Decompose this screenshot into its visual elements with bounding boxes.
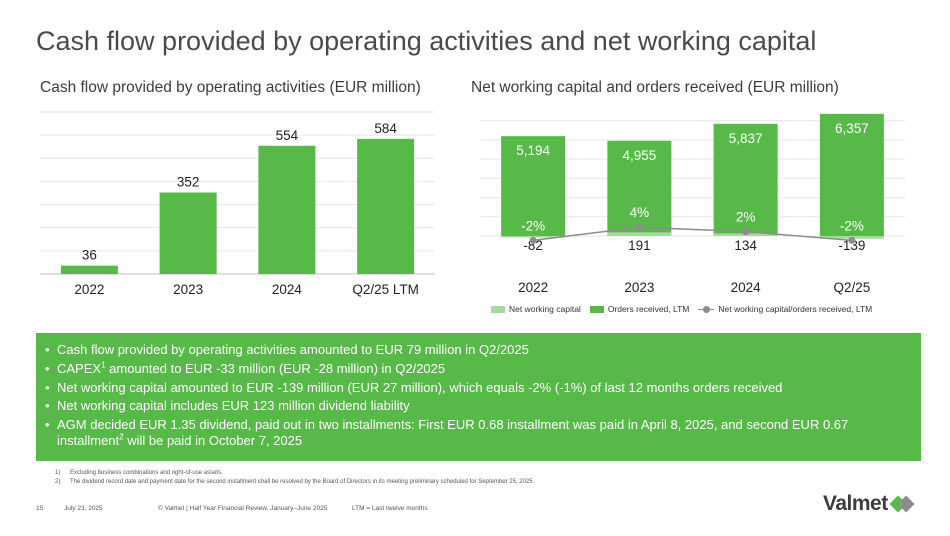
bullet-text: Net working capital amounted to EUR -139…	[57, 379, 783, 395]
bullet-item: Net working capital includes EUR 123 mil…	[45, 398, 911, 414]
orders-value-label: 5,837	[729, 131, 763, 146]
chart-legend: Net working capital Orders received, LTM…	[491, 304, 881, 314]
footnote: 2) The dividend record date and payment d…	[55, 478, 534, 487]
footer-copyright: © Valmet | Half Year Financial Review, J…	[158, 505, 328, 512]
orders-received-bar	[819, 113, 884, 236]
legend-item-ratio: Net working capital/orders received, LTM	[698, 304, 872, 314]
legend-label-orders: Orders received, LTM	[607, 304, 690, 314]
ratio-value-label: -2%	[521, 218, 545, 233]
orders-value-label: 5,194	[516, 143, 550, 158]
bullet-text: Net working capital includes EUR 123 mil…	[57, 398, 410, 414]
footnote-number: 2)	[55, 479, 61, 485]
x-tick-label: 2023	[624, 280, 654, 295]
bullet-item: AGM decided EUR 1.35 dividend, paid out …	[45, 417, 911, 448]
cash-flow-bar	[159, 192, 217, 274]
bullet-text: AGM decided EUR 1.35 dividend, paid out …	[57, 417, 849, 448]
bar-value-label: 352	[177, 175, 200, 190]
x-tick-label: Q2/25	[833, 280, 870, 295]
orders-value-label: 6,357	[835, 121, 869, 136]
orders-value-label: 4,955	[622, 148, 656, 163]
ratio-value-label: -2%	[840, 218, 864, 233]
nwc-ratio-point	[742, 228, 750, 236]
x-tick-label: 2023	[173, 282, 203, 297]
cash-flow-bar	[60, 265, 118, 274]
footnote-ref: 2	[119, 432, 124, 442]
legend-item-nwc: Net working capital	[491, 304, 581, 314]
x-tick-label: Q2/25 LTM	[352, 282, 419, 297]
legend-swatch-nwc	[491, 305, 505, 313]
nwc-ratio-point	[529, 236, 537, 244]
bullet-text: Cash flow provided by operating activiti…	[57, 342, 529, 357]
legend-label-ratio: Net working capital/orders received, LTM	[718, 304, 873, 314]
cash-flow-bar	[357, 138, 415, 274]
nwc-ratio-point	[635, 223, 643, 231]
nwc-value-label: -139	[838, 238, 865, 253]
nwc-value-label: -82	[523, 238, 543, 253]
bullet-item: CAPEX1 amounted to EUR -33 million (EUR …	[45, 361, 911, 377]
legend-swatch-orders	[589, 305, 604, 313]
orders-received-bar	[501, 136, 566, 236]
page-title: Cash flow provided by operating activiti…	[36, 26, 817, 56]
bar-value-label: 584	[374, 121, 397, 136]
net-working-capital-bar	[501, 236, 566, 238]
footnote-text: The dividend record date and payment dat…	[70, 479, 535, 485]
bullet-text: CAPEX	[57, 360, 102, 376]
page-number: 15	[36, 505, 44, 512]
x-tick-label: 2024	[731, 280, 762, 295]
footnote-ref: 1	[101, 360, 106, 370]
footnote-number: 1)	[55, 470, 61, 476]
cash-flow-bar	[258, 145, 316, 274]
ratio-value-label: 4%	[630, 205, 650, 220]
legend-label-nwc: Net working capital	[509, 304, 581, 314]
nwc-value-label: 191	[628, 238, 651, 253]
x-tick-label: 2022	[74, 282, 104, 297]
orders-received-bar	[607, 140, 672, 236]
orders-received-bar	[713, 123, 778, 236]
logo-wordmark: Valmet	[823, 492, 888, 515]
net-working-capital-bar	[607, 232, 672, 236]
footnote: 1) Excluding business combinations and ri…	[55, 469, 534, 478]
footnotes: 1) Excluding business combinations and ri…	[55, 469, 534, 487]
bullet-item: Net working capital amounted to EUR -139…	[45, 380, 911, 396]
nwc-ratio-line	[533, 226, 852, 242]
left-chart-title: Cash flow provided by operating activiti…	[40, 79, 421, 96]
footnote-text: Excluding business combinations and righ…	[70, 470, 223, 476]
x-tick-label: 2022	[518, 280, 548, 295]
footer-abbreviation: LTM = Last twelve months	[352, 505, 428, 512]
ratio-value-label: 2%	[736, 210, 756, 225]
bar-value-label: 554	[276, 128, 299, 143]
bullet-text: will be paid in October 7, 2025	[123, 432, 303, 448]
nwc-orders-chart: 5,194 -82 2022 4,955 191 2023 5,837 134 2024 6,35…	[480, 113, 905, 295]
nwc-value-label: 134	[734, 238, 757, 253]
logo-diamond-icon	[889, 492, 915, 516]
cash-flow-bar-chart: 36 2022 352 2023 554 2024 584 Q2/25 LTM	[40, 111, 435, 297]
legend-swatch-ratio	[698, 305, 715, 313]
key-points-box: Cash flow provided by operating activiti…	[36, 333, 921, 461]
legend-item-orders: Orders received, LTM	[589, 304, 690, 314]
bullet-text: amounted to EUR -33 million (EUR -28 mil…	[105, 360, 446, 376]
bullet-item: Cash flow provided by operating activiti…	[45, 342, 911, 358]
bar-value-label: 36	[82, 248, 97, 263]
valmet-logo: Valmet	[823, 489, 915, 519]
x-tick-label: 2024	[272, 282, 303, 297]
nwc-ratio-point	[848, 236, 856, 244]
footer-date: July 23, 2025	[64, 505, 103, 512]
right-chart-title: Net working capital and orders received …	[471, 79, 839, 96]
